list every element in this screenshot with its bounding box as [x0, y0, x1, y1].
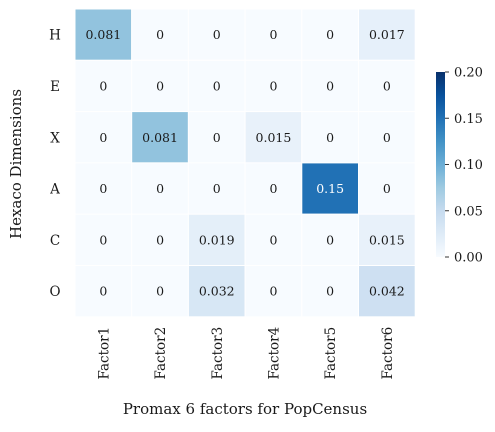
cell-value-label: 0.017 [369, 27, 405, 42]
cell-value-label: 0 [326, 27, 334, 42]
heatmap-cell [74, 265, 133, 318]
y-tick-label: A [49, 182, 60, 198]
cell-value-label: 0 [269, 284, 277, 299]
heatmap-cell [74, 162, 133, 215]
heatmap-cell [358, 111, 416, 164]
heatmap-cell [131, 8, 189, 61]
cell-value-label: 0 [269, 78, 277, 93]
heatmap-cell [358, 59, 416, 113]
colorbar-tick-label: 0.15 [454, 112, 483, 127]
x-tick-label: Factor5 [323, 327, 339, 380]
cell-value-label: 0 [99, 181, 107, 196]
cell-value-label: 0 [269, 232, 277, 247]
heatmap-cell [74, 8, 133, 61]
colorbar: 0.00 0.05 0.10 0.15 0.20 [436, 66, 483, 266]
cell-value-label: 0.019 [199, 232, 235, 247]
cell-value-label: 0 [213, 181, 221, 196]
x-tick-label: Factor1 [96, 327, 112, 380]
cell-value-label: 0 [269, 27, 277, 42]
cell-value-label: 0.15 [316, 181, 344, 196]
colorbar-tick-label: 0.00 [454, 251, 483, 266]
x-tick-label: Factor6 [380, 327, 396, 380]
cell-value-label: 0 [383, 181, 391, 196]
colorbar-tick-label: 0.20 [454, 66, 483, 81]
x-axis-ticks: Factor1 Factor2 Factor3 Factor4 Factor5 Facto… [96, 327, 396, 380]
colorbar-gradient [436, 72, 445, 257]
y-tick-label: X [50, 130, 60, 146]
x-axis-title: Promax 6 factors for PopCensus [123, 400, 367, 418]
x-tick-label: Factor3 [210, 327, 226, 380]
heatmap-cell [301, 111, 359, 164]
cell-value-label: 0 [269, 181, 277, 196]
cell-value-label: 0.081 [142, 130, 178, 145]
heatmap-cell [187, 162, 246, 215]
heatmap-cell [244, 59, 303, 113]
heatmap-cell [301, 213, 359, 266]
heatmap-cell [131, 162, 189, 215]
heatmap-cell [301, 265, 359, 318]
heatmap-cell [244, 265, 303, 318]
cell-value-label: 0 [99, 232, 107, 247]
y-axis-ticks: H E X A C O [49, 28, 61, 300]
cell-value-label: 0 [156, 27, 164, 42]
heatmap-cell [244, 111, 303, 164]
heatmap-cell [187, 8, 246, 61]
heatmap-cell [74, 213, 133, 266]
heatmap-cell [131, 59, 189, 113]
cell-value-label: 0 [156, 284, 164, 299]
heatmap-cell [244, 213, 303, 266]
cell-value-label: 0.042 [369, 284, 405, 299]
heatmap-cell [358, 213, 416, 266]
cell-value-label: 0 [99, 284, 107, 299]
y-tick-label: C [50, 233, 60, 249]
cell-value-label: 0 [213, 130, 221, 145]
cell-value-label: 0 [383, 130, 391, 145]
colorbar-tick-label: 0.10 [454, 158, 483, 173]
heatmap-cell [358, 265, 416, 318]
cell-value-label: 0 [156, 232, 164, 247]
cell-value-label: 0 [383, 78, 391, 93]
cell-value-label: 0 [326, 284, 334, 299]
cell-value-label: 0 [326, 130, 334, 145]
heatmap-cell [358, 162, 416, 215]
cell-value-label: 0.015 [369, 232, 405, 247]
heatmap-cell [131, 111, 189, 164]
heatmap-cell [244, 162, 303, 215]
cell-value-label: 0.081 [85, 27, 121, 42]
cell-value-label: 0 [99, 78, 107, 93]
cell-value-label: 0 [156, 181, 164, 196]
heatmap-cell [301, 162, 359, 215]
colorbar-tick-label: 0.05 [454, 204, 483, 219]
heatmap-cell [187, 213, 246, 266]
cell-value-label: 0 [326, 78, 334, 93]
cell-value-label: 0 [213, 27, 221, 42]
y-tick-label: H [49, 28, 61, 44]
heatmap-cells: 0.081 0 0 0 0 0.017 0 0 0 0 0 0 0 0.081 0 0.015 0 0 0 0 0 0 0.… [74, 8, 416, 318]
heatmap-cell [358, 8, 416, 61]
cell-value-label: 0 [99, 130, 107, 145]
y-tick-label: E [50, 79, 60, 95]
y-tick-label: O [49, 284, 60, 300]
cell-value-label: 0 [326, 232, 334, 247]
x-tick-label: Factor2 [153, 327, 169, 380]
x-tick-label: Factor4 [266, 327, 282, 380]
cell-value-label: 0 [213, 78, 221, 93]
y-axis-title: Hexaco Dimensions [7, 89, 25, 239]
cell-value-label: 0.032 [199, 284, 235, 299]
cell-value-label: 0.015 [256, 130, 292, 145]
cell-value-label: 0 [156, 78, 164, 93]
